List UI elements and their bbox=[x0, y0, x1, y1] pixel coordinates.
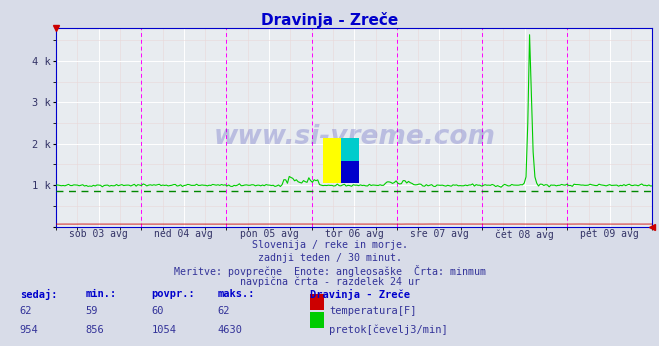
Text: sedaj:: sedaj: bbox=[20, 289, 57, 300]
Text: maks.:: maks.: bbox=[217, 289, 255, 299]
Text: 954: 954 bbox=[20, 325, 38, 335]
Text: min.:: min.: bbox=[86, 289, 117, 299]
Text: Dravinja - Zreče: Dravinja - Zreče bbox=[310, 289, 410, 300]
Text: 4630: 4630 bbox=[217, 325, 243, 335]
Text: navpična črta - razdelek 24 ur: navpična črta - razdelek 24 ur bbox=[239, 277, 420, 287]
Text: pretok[čevelj3/min]: pretok[čevelj3/min] bbox=[330, 325, 448, 335]
Text: zadnji teden / 30 minut.: zadnji teden / 30 minut. bbox=[258, 253, 401, 263]
Text: 1054: 1054 bbox=[152, 325, 177, 335]
Text: 62: 62 bbox=[217, 306, 230, 316]
Text: 59: 59 bbox=[86, 306, 98, 316]
Text: Dravinja - Zreče: Dravinja - Zreče bbox=[261, 12, 398, 28]
Bar bbox=[341, 138, 359, 161]
Text: 856: 856 bbox=[86, 325, 104, 335]
Text: www.si-vreme.com: www.si-vreme.com bbox=[214, 124, 495, 150]
Text: povpr.:: povpr.: bbox=[152, 289, 195, 299]
Bar bbox=[341, 161, 359, 183]
Text: Meritve: povprečne  Enote: angleosaške  Črta: minmum: Meritve: povprečne Enote: angleosaške Čr… bbox=[173, 265, 486, 277]
Text: temperatura[F]: temperatura[F] bbox=[330, 306, 417, 316]
Text: 60: 60 bbox=[152, 306, 164, 316]
Text: 62: 62 bbox=[20, 306, 32, 316]
Bar bbox=[323, 138, 341, 183]
Text: Slovenija / reke in morje.: Slovenija / reke in morje. bbox=[252, 240, 407, 251]
